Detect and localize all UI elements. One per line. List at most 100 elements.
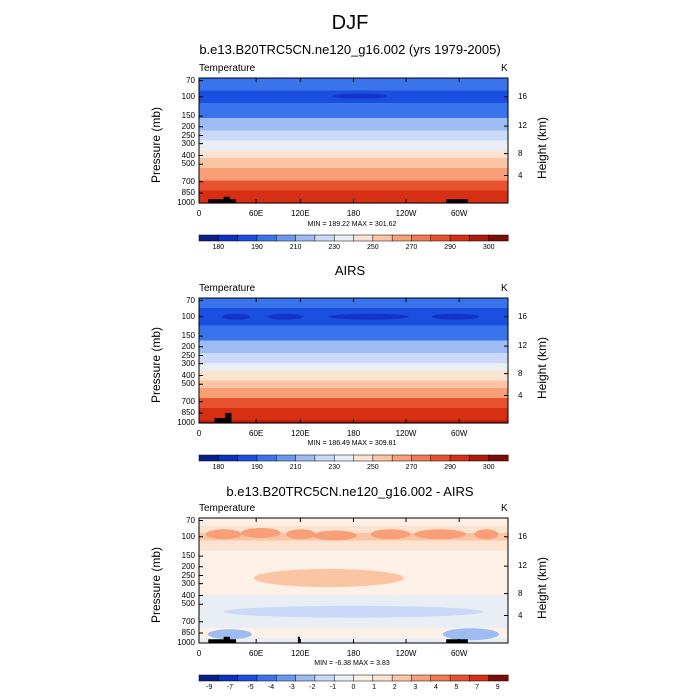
colorbar-label: 210 (289, 464, 302, 471)
colorbar-label: -2 (309, 684, 316, 691)
cold-bias-patch (223, 605, 484, 618)
field-band (199, 188, 508, 192)
field-band (199, 528, 508, 532)
y2-tick-label: 16 (518, 311, 527, 321)
colorbar-swatch (469, 674, 490, 682)
field-band (199, 405, 508, 409)
topography-mask (297, 636, 300, 643)
y-tick-label: 150 (181, 551, 195, 561)
y2-tick-label: 4 (518, 610, 523, 620)
field-band (199, 593, 508, 597)
colorbar-swatch (411, 454, 432, 462)
colorbar-swatch (218, 454, 239, 462)
colorbar-2 (198, 454, 509, 462)
y-tick-label: 250 (181, 130, 195, 140)
colorbar-swatch (469, 234, 490, 242)
field-band (199, 548, 508, 552)
field-band (199, 318, 508, 322)
y2-tick-label: 4 (518, 170, 523, 180)
field-band (199, 330, 508, 334)
field-band (199, 398, 508, 402)
colorbar-label: 250 (366, 244, 379, 251)
y2-tick-label: 16 (518, 91, 527, 101)
field-band (199, 138, 508, 142)
field-band (199, 525, 508, 529)
colorbar-swatch (333, 454, 355, 462)
topography-mask (214, 418, 230, 423)
topography-mask (223, 196, 230, 203)
variable-name: Temperature (199, 63, 256, 74)
figure-title: DJF (331, 12, 369, 34)
field-band (199, 618, 508, 622)
field-band (199, 335, 508, 339)
x-tick-label: 60W (450, 649, 468, 658)
y-tick-label: 500 (181, 379, 195, 389)
y-tick-label: 150 (181, 111, 195, 121)
y-tick-label: 850 (181, 188, 195, 197)
cold-tropopause-patch (431, 313, 480, 320)
colorbar-label: 190 (251, 244, 263, 251)
colorbar-swatch (276, 234, 297, 242)
field-band (199, 595, 508, 599)
field-band (199, 540, 508, 544)
field-band (199, 563, 508, 567)
field-band (199, 178, 508, 182)
min-max-readout: MIN = 189.22 MAX = 301.62 (307, 221, 397, 228)
x-tick-label: 120W (395, 429, 417, 438)
field-band (199, 103, 508, 107)
colorbar-label: 5 (454, 684, 459, 691)
field-band (199, 355, 508, 359)
field-band (199, 385, 508, 389)
y-tick-label: 200 (181, 561, 195, 571)
field-band (199, 110, 508, 114)
y2-tick-label: 12 (518, 121, 527, 131)
variable-name: Temperature (199, 503, 256, 514)
field-band (199, 635, 508, 639)
colorbar-swatch (430, 674, 451, 682)
x-tick-label: 120E (291, 209, 310, 218)
field-band (199, 140, 508, 144)
field-band (199, 80, 508, 84)
colorbar-swatch (372, 234, 393, 242)
colorbar-1 (198, 234, 509, 242)
field-band (199, 150, 508, 154)
field-band (199, 523, 508, 527)
y-tick-label: 1000 (177, 418, 195, 427)
colorbar-label: 180 (212, 464, 225, 471)
colorbar-label: 180 (212, 244, 225, 251)
field-band (199, 300, 508, 304)
field-band (199, 328, 508, 332)
field-band (199, 83, 508, 87)
field-band (199, 370, 508, 374)
field-band (199, 340, 508, 344)
field-band (199, 158, 508, 162)
min-max-readout: MIN = 186.49 MAX = 309.81 (307, 440, 397, 447)
field-band (199, 183, 508, 187)
field-band (199, 598, 508, 602)
colorbar-label: 9 (495, 684, 500, 691)
field-band (199, 520, 508, 524)
field-band (199, 303, 508, 307)
colorbar-swatch (353, 234, 374, 242)
field-band (199, 145, 508, 149)
y-tick-label: 400 (181, 150, 195, 160)
y2-tick-label: 8 (518, 368, 523, 378)
colorbar-swatch (488, 454, 509, 462)
colorbar-swatch (218, 674, 239, 682)
colorbar-label: 300 (482, 464, 495, 471)
colorbar-swatch (314, 454, 335, 462)
field-band (199, 343, 508, 347)
field-band (199, 550, 508, 554)
colorbar-swatch (372, 674, 393, 682)
colorbar-label: -1 (329, 684, 336, 691)
field-band (199, 165, 508, 169)
field-band (199, 90, 508, 94)
x-tick-label: 0 (196, 209, 202, 218)
field-band (199, 375, 508, 379)
units-label: K (501, 283, 508, 294)
x-tick-label: 60E (249, 429, 264, 438)
cold-tropopause-patch (222, 313, 251, 320)
colorbar-swatch (449, 454, 470, 462)
colorbar-label: 4 (433, 684, 438, 691)
field-band (199, 348, 508, 352)
